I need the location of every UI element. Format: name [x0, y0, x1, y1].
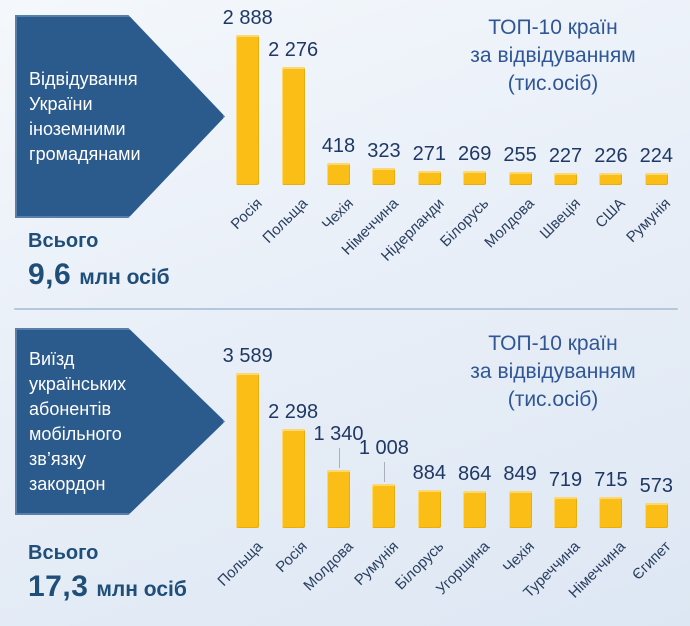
bar: [644, 173, 668, 185]
bar: [463, 171, 487, 185]
bar: [599, 173, 623, 185]
category-label: Росія: [273, 538, 312, 576]
callout-arrow: Виїзд українських абонентів мобільного з…: [15, 328, 225, 515]
callout-arrow-label: Виїзд українських абонентів мобільного з…: [29, 348, 127, 494]
bar-value-label: 2 888: [222, 7, 273, 29]
bar: [599, 497, 623, 528]
bar: [644, 503, 668, 528]
bar: [281, 429, 305, 528]
category-label: США: [592, 195, 629, 232]
bar: [554, 497, 577, 528]
bar: [236, 35, 260, 185]
category-label: Румунія: [623, 195, 675, 246]
panel-inbound-visits: Відвідування України іноземними громадян…: [0, 0, 690, 308]
bar: [463, 491, 487, 528]
bar: [417, 171, 441, 185]
total-block: Всього 17,3 млн осіб: [28, 540, 187, 604]
total-value: 9,6: [28, 258, 72, 291]
bar: [554, 173, 577, 185]
leader-line: [338, 448, 340, 468]
callout-arrow-label: Відвідування України іноземними громадян…: [29, 68, 141, 164]
category-label: Польща: [214, 538, 266, 590]
bar-value-label: 884: [412, 462, 446, 484]
bar-value-label: 849: [503, 463, 537, 485]
category-label: Чехія: [499, 538, 539, 577]
leader-line: [383, 462, 385, 482]
category-label: Чехія: [318, 195, 357, 234]
category-label: Швеція: [536, 195, 584, 243]
bar-value-label: 2 298: [268, 401, 319, 423]
bar-value-label: 573: [639, 475, 673, 497]
total-unit: млн осіб: [79, 266, 170, 289]
total-line: 9,6 млн осіб: [28, 258, 170, 292]
bar-value-label: 323: [367, 140, 401, 162]
bar: [236, 373, 260, 528]
total-line: 17,3 млн осіб: [28, 570, 187, 604]
chart-title: ТОП-10 країн за відвідуванням (тис.осіб): [470, 16, 636, 95]
bar: [417, 490, 441, 528]
bar-value-label: 224: [639, 145, 673, 167]
bar-value-label: 418: [321, 135, 356, 157]
total-unit: млн осіб: [96, 578, 187, 601]
bar-value-label: 226: [594, 145, 628, 167]
panel-outbound-mobile: Виїзд українських абонентів мобільного з…: [0, 312, 690, 626]
total-label: Всього: [28, 542, 99, 564]
callout-arrow: Відвідування України іноземними громадян…: [15, 15, 225, 218]
bar-value-label: 3 589: [222, 345, 273, 367]
bar-value-label: 227: [548, 145, 583, 167]
category-label: Польща: [259, 195, 312, 247]
bar: [327, 163, 350, 185]
bar: [372, 168, 396, 185]
bar-chart-inbound: 2 888 Росія 2 276 Польща 418 Чехія 323 Німеччин…: [222, 0, 679, 265]
category-label: Єгипет: [628, 538, 675, 584]
bar-value-label: 864: [458, 463, 492, 485]
bar: [508, 172, 532, 185]
category-label: Молдова: [300, 538, 357, 595]
bar-value-label: 1 008: [358, 437, 409, 459]
category-label: Росія: [227, 195, 266, 233]
bar-value-label: 1 340: [313, 423, 364, 445]
bar-value-label: 269: [458, 143, 492, 165]
category-label: Молдова: [481, 195, 539, 252]
bar: [281, 67, 305, 185]
bar-value-label: 2 276: [268, 39, 319, 61]
bar: [372, 484, 396, 528]
total-label: Всього: [28, 230, 99, 252]
bar-value-label: 715: [594, 469, 628, 491]
total-block: Всього 9,6 млн осіб: [28, 228, 170, 292]
bar-value-label: 255: [503, 144, 537, 166]
bar-chart-outbound: 3 589 Польща 2 298 Росія 1 340 Молдова 1 008 Ру…: [214, 343, 679, 602]
total-value: 17,3: [28, 570, 89, 603]
bar-value-label: 271: [412, 143, 446, 165]
section-divider: [14, 308, 678, 310]
bar: [327, 470, 350, 528]
bar-value-label: 719: [548, 469, 583, 491]
chart-title: ТОП-10 країн за відвідуванням (тис.осіб): [470, 332, 636, 411]
bar: [508, 491, 532, 528]
